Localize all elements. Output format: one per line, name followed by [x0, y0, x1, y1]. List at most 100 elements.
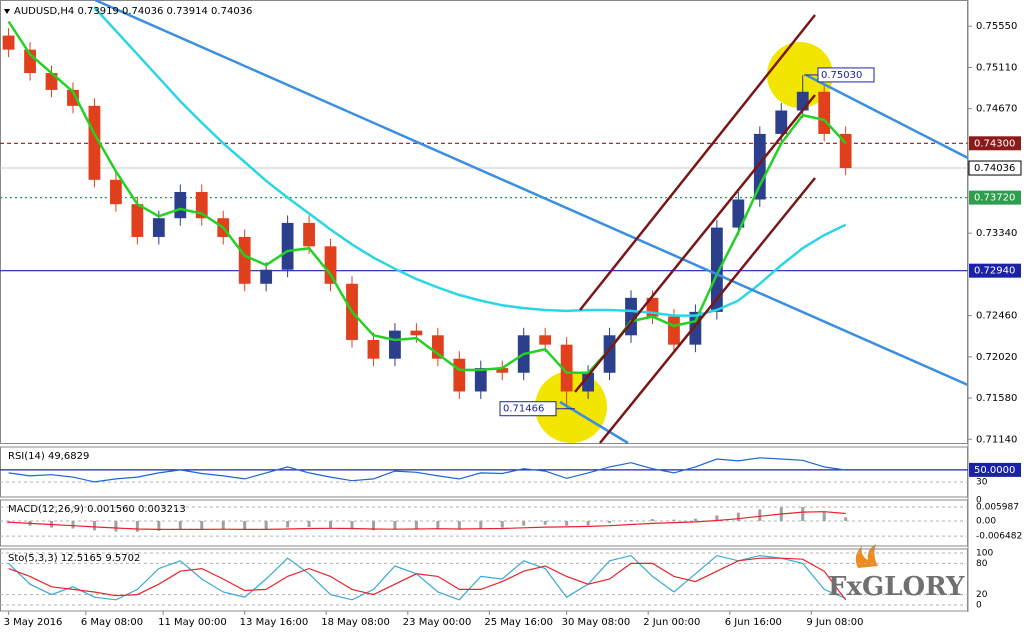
- x-tick-label: 11 May 00:00: [158, 617, 227, 628]
- candle-body: [88, 105, 101, 180]
- histogram-bar: [586, 521, 590, 526]
- histogram-bar: [264, 521, 268, 530]
- annotation-box: [499, 401, 557, 417]
- y-tick-label: 0.75110: [976, 62, 1017, 73]
- histogram-bar: [543, 521, 547, 525]
- candle-body: [539, 335, 552, 345]
- candle-body: [496, 368, 509, 373]
- histogram-bar: [844, 517, 848, 522]
- histogram-bar: [693, 518, 697, 522]
- panel-border: [0, 446, 968, 498]
- x-tick-label: 25 May 16:00: [484, 617, 553, 628]
- y-tick-label: -0.006482: [976, 532, 1022, 542]
- candle-body: [796, 91, 809, 111]
- candle-body: [324, 246, 337, 284]
- level-label-box: [969, 190, 1021, 205]
- candle-body: [174, 191, 187, 219]
- level-label: 0.74300: [974, 138, 1015, 149]
- candle-body: [453, 358, 466, 392]
- panel-level-box: [969, 462, 1021, 477]
- y-tick-label: 0.74670: [976, 104, 1017, 115]
- y-tick-label: 0.71580: [976, 393, 1017, 404]
- panel-border: [0, 548, 968, 612]
- trend-line: [805, 73, 969, 160]
- plot-area: [0, 6, 968, 409]
- histogram-bar: [801, 507, 805, 522]
- candle-body: [367, 339, 380, 359]
- level-label-box: [969, 263, 1021, 278]
- histogram-bar: [371, 521, 375, 531]
- level-label: 0.72940: [974, 266, 1015, 277]
- candle-body: [260, 269, 273, 284]
- current-price-label: 0.74036: [974, 163, 1015, 174]
- x-tick-label: 6 Jun 16:00: [725, 617, 782, 628]
- histogram-bar: [414, 521, 418, 529]
- histogram-bar: [157, 521, 161, 531]
- panel-border: [0, 499, 968, 547]
- histogram-bar: [758, 509, 762, 522]
- candle-body: [195, 191, 208, 219]
- candle-body: [474, 368, 487, 392]
- candle-body: [24, 49, 36, 74]
- histogram-bar: [329, 521, 333, 529]
- y-tick-label: 0.005987: [976, 503, 1019, 513]
- histogram-bar: [522, 521, 526, 526]
- histogram-bar: [114, 521, 118, 532]
- histogram-bar: [672, 519, 676, 522]
- candle-body: [582, 372, 594, 392]
- indicator-line: [8, 557, 847, 601]
- histogram-bar: [457, 521, 461, 530]
- y-tick-label: 30: [976, 477, 988, 487]
- header-marker: [4, 9, 10, 14]
- annotation-label: 0.71466: [503, 404, 544, 415]
- channel-line: [599, 177, 816, 444]
- candle-body: [753, 133, 766, 200]
- y-tick-label: 0: [976, 601, 982, 611]
- channel-line: [579, 14, 816, 311]
- y-tick-label: 0.72460: [976, 311, 1017, 322]
- candle-body: [732, 199, 745, 228]
- histogram-bar: [565, 521, 569, 526]
- logo: FxGLORY: [828, 572, 965, 602]
- candle-body: [625, 297, 637, 336]
- histogram-bar: [715, 515, 719, 522]
- histogram-bar: [479, 521, 483, 529]
- level-label-box: [969, 136, 1021, 151]
- candle-body: [775, 110, 788, 134]
- indicator-line: [8, 457, 846, 483]
- x-tick-label: 3 May 2016: [4, 617, 63, 628]
- level-label: 0.73720: [974, 193, 1015, 204]
- histogram-bar: [500, 521, 504, 528]
- moving-average: [93, 6, 847, 317]
- histogram-bar: [200, 521, 204, 529]
- histogram-bar: [92, 521, 96, 531]
- chart-title: AUDUSD,H4 0.73919 0.74036 0.73914 0.7403…: [14, 6, 252, 17]
- histogram-bar: [608, 521, 612, 523]
- x-tick-label: 30 May 08:00: [562, 617, 631, 628]
- candle-body: [410, 330, 423, 336]
- logo-icon: [855, 544, 878, 568]
- x-tick-label: 18 May 08:00: [321, 617, 390, 628]
- candle-body: [646, 297, 659, 317]
- candle-body: [110, 179, 122, 205]
- trend-lines: [94, 0, 969, 445]
- histogram-bar: [243, 521, 247, 530]
- candle-body: [303, 222, 315, 247]
- y-tick-label: 80: [976, 559, 988, 569]
- candle-body: [45, 73, 58, 90]
- histogram-bar: [135, 521, 139, 532]
- x-tick-label: 13 May 16:00: [240, 617, 309, 628]
- channel-line: [574, 94, 816, 393]
- histogram-bar: [221, 521, 225, 529]
- histogram-bar: [7, 521, 11, 524]
- panel-title: Sto(5,3,3) 12.5165 9.5702: [8, 553, 140, 564]
- histogram-bar: [286, 521, 290, 528]
- y-tick-label: 0.71140: [976, 434, 1017, 445]
- candle-body: [67, 89, 79, 106]
- histogram-bar: [650, 519, 654, 522]
- y-tick-label: 0.00: [976, 517, 996, 527]
- histogram-bar: [393, 521, 397, 530]
- highlight-circle: [767, 42, 833, 108]
- panel-title: RSI(14) 49,6829: [8, 451, 89, 462]
